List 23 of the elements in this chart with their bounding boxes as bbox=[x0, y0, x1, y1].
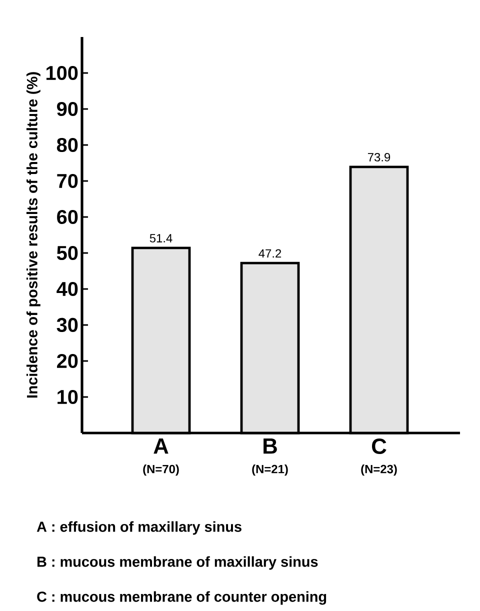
y-tick-label: 80 bbox=[56, 138, 78, 152]
y-tick-label: 40 bbox=[56, 282, 78, 296]
data-label: 51.4 bbox=[150, 234, 172, 242]
text: (N=70) bbox=[143, 464, 179, 476]
y-tick-label: 90 bbox=[57, 102, 78, 116]
y-tick-label: 30 bbox=[56, 318, 78, 332]
text: (N=21) bbox=[252, 464, 288, 476]
y-axis-title: Incidence of positive results of the culture (%) bbox=[26, 72, 40, 398]
data-label: 47.2 bbox=[258, 249, 282, 258]
y-tick-label: 20 bbox=[57, 354, 78, 368]
y-tick-label: 60 bbox=[57, 210, 78, 224]
text: C : mucous membrane of counter opening bbox=[37, 591, 326, 605]
text: B : mucous membrane of maxillary sinus bbox=[37, 556, 318, 570]
y-tick-label: 100 bbox=[46, 66, 78, 80]
y-tick-label: 70 bbox=[57, 174, 78, 188]
y-tick-label: 10 bbox=[58, 390, 78, 404]
y-tick-label: 50 bbox=[56, 246, 78, 260]
text: A : effusion of maxillary sinus bbox=[36, 521, 242, 535]
x-tick-label: C bbox=[372, 438, 386, 454]
x-tick-label: A bbox=[154, 438, 168, 454]
x-tick-label: B bbox=[264, 438, 277, 454]
data-label: 73.9 bbox=[368, 152, 390, 162]
text: (N=23) bbox=[361, 464, 397, 476]
